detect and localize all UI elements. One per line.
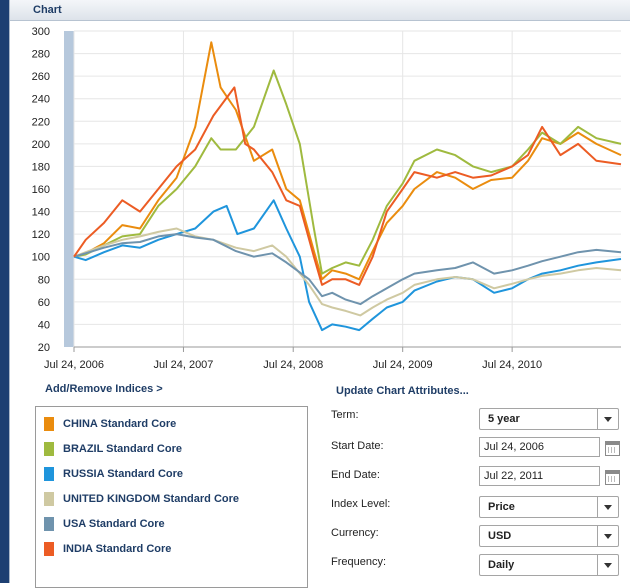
term-label: Term: — [331, 409, 359, 421]
legend-label: BRAZIL Standard Core — [63, 443, 182, 455]
y-tick-label: 280 — [32, 49, 50, 61]
legend-swatch — [44, 492, 54, 506]
chevron-down-icon[interactable] — [597, 526, 618, 546]
legend-label: RUSSIA Standard Core — [63, 468, 184, 480]
y-tick-label: 100 — [32, 252, 50, 264]
currency-label: Currency: — [331, 527, 379, 539]
index-level-label: Index Level: — [331, 498, 391, 510]
legend-swatch — [44, 442, 54, 456]
calendar-icon[interactable] — [605, 470, 620, 485]
x-tick-label: Jul 24, 2007 — [153, 359, 213, 371]
y-tick-label: 40 — [38, 319, 50, 331]
y-tick-label: 200 — [32, 139, 50, 151]
series-line-3 — [73, 227, 622, 317]
currency-value: USD — [488, 530, 512, 542]
legend-label: INDIA Standard Core — [63, 543, 172, 555]
end-date-label: End Date: — [331, 469, 380, 481]
x-tick-label: Jul 24, 2010 — [482, 359, 542, 371]
frequency-label: Frequency: — [331, 556, 387, 568]
x-tick-label: Jul 24, 2009 — [373, 359, 433, 371]
x-tick-label: Jul 24, 2008 — [263, 359, 323, 371]
frequency-value: Daily — [488, 559, 515, 571]
series-line-4 — [73, 233, 622, 306]
start-date-input[interactable] — [479, 437, 600, 457]
calendar-icon[interactable] — [605, 441, 620, 456]
term-select[interactable]: 5 year — [479, 408, 619, 430]
index-level-value: Price — [488, 501, 515, 513]
y-tick-label: 20 — [38, 342, 50, 354]
y-tick-label: 260 — [32, 71, 50, 83]
panel-header: Chart — [10, 0, 630, 21]
chevron-down-icon[interactable] — [597, 555, 618, 575]
legend-label: USA Standard Core — [63, 518, 165, 530]
y-tick-label: 240 — [32, 94, 50, 106]
chevron-down-icon[interactable] — [597, 497, 618, 517]
series-line-0 — [73, 41, 622, 281]
frequency-select[interactable]: Daily — [479, 554, 619, 576]
legend-label: UNITED KINGDOM Standard Core — [63, 493, 240, 505]
index-line-chart: 20 40 60 80 100 120 140 160 180 200 220 240 260 280 30… — [32, 26, 622, 371]
y-tick-label: 120 — [32, 229, 50, 241]
panel-title: Chart — [33, 4, 62, 16]
legend-swatch — [44, 417, 54, 431]
y-tick-label: 180 — [32, 161, 50, 173]
y-tick-label: 160 — [32, 184, 50, 196]
legend-swatch — [44, 517, 54, 531]
y-axis-ticks: 20 40 60 80 100 120 140 160 180 200 220 240 260 280 30… — [32, 26, 50, 354]
add-remove-indices-link[interactable]: Add/Remove Indices > — [45, 383, 163, 395]
legend-swatch — [44, 542, 54, 556]
y-axis-scrollbar[interactable] — [64, 31, 74, 347]
series-line-2 — [73, 199, 622, 332]
currency-select[interactable]: USD — [479, 525, 619, 547]
legend-swatch — [44, 467, 54, 481]
series-line-1 — [73, 69, 622, 275]
chart-panel: Chart 20 40 60 80 100 120 140 160 180 200 220 240 26… — [9, 0, 630, 588]
y-tick-label: 220 — [32, 116, 50, 128]
start-date-label: Start Date: — [331, 440, 384, 452]
y-tick-label: 60 — [38, 297, 50, 309]
left-edge-bar — [0, 0, 9, 583]
y-tick-label: 140 — [32, 207, 50, 219]
index-level-select[interactable]: Price — [479, 496, 619, 518]
series-line-5 — [73, 86, 622, 286]
x-tick-label: Jul 24, 2006 — [44, 359, 104, 371]
update-chart-attributes-heading: Update Chart Attributes... — [336, 385, 469, 397]
chevron-down-icon[interactable] — [597, 409, 618, 429]
legend-label: CHINA Standard Core — [63, 418, 177, 430]
chart-grid — [73, 30, 621, 352]
end-date-input[interactable] — [479, 466, 600, 486]
y-tick-label: 80 — [38, 274, 50, 286]
term-value: 5 year — [488, 413, 520, 425]
y-tick-label: 300 — [32, 26, 50, 38]
x-axis-ticks: Jul 24, 2006 Jul 24, 2007 Jul 24, 2008 Jul … — [44, 359, 542, 371]
chart-series — [73, 41, 622, 332]
indices-legend: CHINA Standard Core BRAZIL Standard Core… — [35, 406, 308, 588]
